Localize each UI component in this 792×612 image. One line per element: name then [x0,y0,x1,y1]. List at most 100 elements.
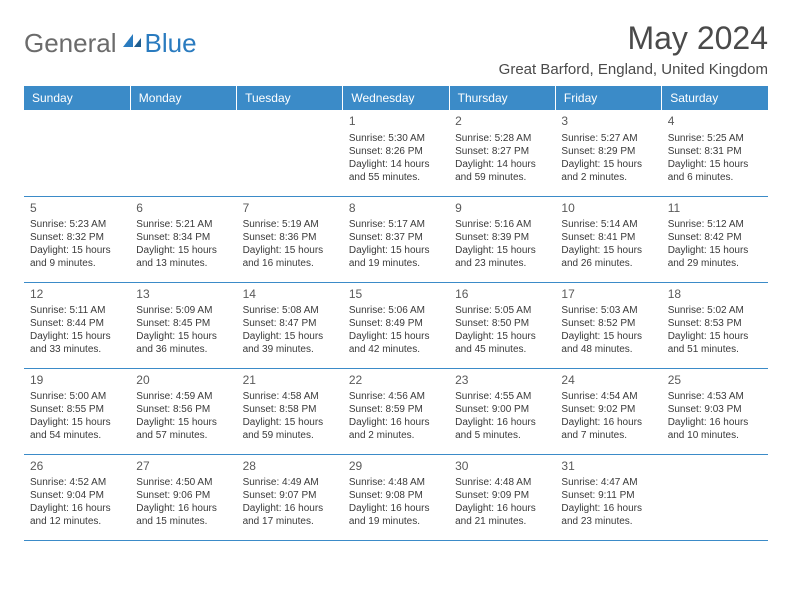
calendar-day: 30Sunrise: 4:48 AMSunset: 9:09 PMDayligh… [449,454,555,540]
sunrise-text: Sunrise: 5:17 AM [349,218,443,231]
calendar-day: 2 Sunrise: 5:28 AMSunset: 8:27 PMDaylight… [449,110,555,196]
day-number: 1 [349,114,443,130]
calendar-day: 21Sunrise: 4:58 AMSunset: 8:58 PMDayligh… [237,368,343,454]
sunset-text: Sunset: 8:52 PM [561,317,655,330]
day-number: 26 [30,459,124,475]
daylight-text: Daylight: 15 hours and 9 minutes. [30,244,124,270]
sunset-text: Sunset: 8:27 PM [455,145,549,158]
calendar-day: 18Sunrise: 5:02 AMSunset: 8:53 PMDayligh… [662,282,768,368]
sunrise-text: Sunrise: 5:25 AM [668,132,762,145]
day-number: 28 [243,459,337,475]
day-number: 29 [349,459,443,475]
sunset-text: Sunset: 8:26 PM [349,145,443,158]
daylight-text: Daylight: 15 hours and 29 minutes. [668,244,762,270]
sunrise-text: Sunrise: 5:08 AM [243,304,337,317]
calendar-day: 23Sunrise: 4:55 AMSunset: 9:00 PMDayligh… [449,368,555,454]
daylight-text: Daylight: 15 hours and 39 minutes. [243,330,337,356]
day-number: 2 [455,114,549,130]
calendar-day: 17Sunrise: 5:03 AMSunset: 8:52 PMDayligh… [555,282,661,368]
sunset-text: Sunset: 8:53 PM [668,317,762,330]
sunrise-text: Sunrise: 4:48 AM [455,476,549,489]
day-number: 8 [349,201,443,217]
sunrise-text: Sunrise: 5:30 AM [349,132,443,145]
day-number: 5 [30,201,124,217]
sunset-text: Sunset: 8:59 PM [349,403,443,416]
sunrise-text: Sunrise: 5:21 AM [136,218,230,231]
sunrise-text: Sunrise: 4:56 AM [349,390,443,403]
day-header: Monday [130,86,236,110]
sunset-text: Sunset: 8:31 PM [668,145,762,158]
daylight-text: Daylight: 15 hours and 26 minutes. [561,244,655,270]
calendar-day: 3Sunrise: 5:27 AMSunset: 8:29 PMDaylight… [555,110,661,196]
sunset-text: Sunset: 8:42 PM [668,231,762,244]
brand-part2: Blue [145,28,197,59]
day-header: Thursday [449,86,555,110]
sunset-text: Sunset: 8:34 PM [136,231,230,244]
daylight-text: Daylight: 15 hours and 45 minutes. [455,330,549,356]
daylight-text: Daylight: 15 hours and 23 minutes. [455,244,549,270]
sunrise-text: Sunrise: 5:23 AM [30,218,124,231]
calendar-table: SundayMondayTuesdayWednesdayThursdayFrid… [24,86,768,541]
sunrise-text: Sunrise: 4:48 AM [349,476,443,489]
day-number: 9 [455,201,549,217]
sunrise-text: Sunrise: 5:16 AM [455,218,549,231]
sunset-text: Sunset: 8:44 PM [30,317,124,330]
sunrise-text: Sunrise: 4:47 AM [561,476,655,489]
calendar-day [130,110,236,196]
sunset-text: Sunset: 8:39 PM [455,231,549,244]
calendar-day: 19Sunrise: 5:00 AMSunset: 8:55 PMDayligh… [24,368,130,454]
sunrise-text: Sunrise: 5:02 AM [668,304,762,317]
sunset-text: Sunset: 8:29 PM [561,145,655,158]
sunrise-text: Sunrise: 4:59 AM [136,390,230,403]
day-number: 11 [668,201,762,217]
calendar-week: 26Sunrise: 4:52 AMSunset: 9:04 PMDayligh… [24,454,768,540]
calendar-day: 8Sunrise: 5:17 AMSunset: 8:37 PMDaylight… [343,196,449,282]
calendar-day: 29Sunrise: 4:48 AMSunset: 9:08 PMDayligh… [343,454,449,540]
calendar-day: 7Sunrise: 5:19 AMSunset: 8:36 PMDaylight… [237,196,343,282]
sunrise-text: Sunrise: 5:12 AM [668,218,762,231]
calendar-week: 1 Sunrise: 5:30 AMSunset: 8:26 PM Daylight… [24,110,768,196]
sunset-text: Sunset: 8:47 PM [243,317,337,330]
sunrise-text: Sunrise: 5:19 AM [243,218,337,231]
day-number: 14 [243,287,337,303]
sunset-text: Sunset: 8:45 PM [136,317,230,330]
day-header: Sunday [24,86,130,110]
calendar-week: 19Sunrise: 5:00 AMSunset: 8:55 PMDayligh… [24,368,768,454]
brand-logo: General Blue [24,20,197,59]
sunset-text: Sunset: 8:58 PM [243,403,337,416]
calendar-day: 16Sunrise: 5:05 AMSunset: 8:50 PMDayligh… [449,282,555,368]
daylight-text: Daylight: 16 hours and 21 minutes. [455,502,549,528]
daylight-text: Daylight: 16 hours and 5 minutes. [455,416,549,442]
calendar-day: 25Sunrise: 4:53 AMSunset: 9:03 PMDayligh… [662,368,768,454]
daylight-text: Daylight: 15 hours and 16 minutes. [243,244,337,270]
sunset-text: Sunset: 8:49 PM [349,317,443,330]
calendar-day: 6Sunrise: 5:21 AMSunset: 8:34 PMDaylight… [130,196,236,282]
sunset-text: Sunset: 9:11 PM [561,489,655,502]
daylight-text: Daylight: 15 hours and 2 minutes. [561,158,655,184]
calendar-day: 4Sunrise: 5:25 AMSunset: 8:31 PMDaylight… [662,110,768,196]
daylight-text: Daylight: 15 hours and 57 minutes. [136,416,230,442]
brand-part1: General [24,28,117,59]
daylight-text: Daylight: 16 hours and 10 minutes. [668,416,762,442]
daylight-text: Daylight: 15 hours and 13 minutes. [136,244,230,270]
daylight-text: Daylight: 16 hours and 7 minutes. [561,416,655,442]
daylight-text: Daylight: 15 hours and 6 minutes. [668,158,762,184]
calendar-day: 22Sunrise: 4:56 AMSunset: 8:59 PMDayligh… [343,368,449,454]
sunrise-text: Sunrise: 4:52 AM [30,476,124,489]
sunset-text: Sunset: 9:02 PM [561,403,655,416]
sunset-text: Sunset: 9:06 PM [136,489,230,502]
daylight-text: Daylight: 14 hours and 59 minutes. [455,158,549,184]
daylight-text: Daylight: 15 hours and 36 minutes. [136,330,230,356]
sunset-text: Sunset: 9:03 PM [668,403,762,416]
sunset-text: Sunset: 8:50 PM [455,317,549,330]
sunrise-text: Sunrise: 5:28 AM [455,132,549,145]
daylight-text: Daylight: 16 hours and 2 minutes. [349,416,443,442]
sunset-text: Sunset: 8:37 PM [349,231,443,244]
calendar-day: 9Sunrise: 5:16 AMSunset: 8:39 PMDaylight… [449,196,555,282]
calendar-day [24,110,130,196]
day-number: 17 [561,287,655,303]
sunset-text: Sunset: 8:41 PM [561,231,655,244]
calendar-week: 12Sunrise: 5:11 AMSunset: 8:44 PMDayligh… [24,282,768,368]
sunrise-text: Sunrise: 5:00 AM [30,390,124,403]
calendar-day [662,454,768,540]
